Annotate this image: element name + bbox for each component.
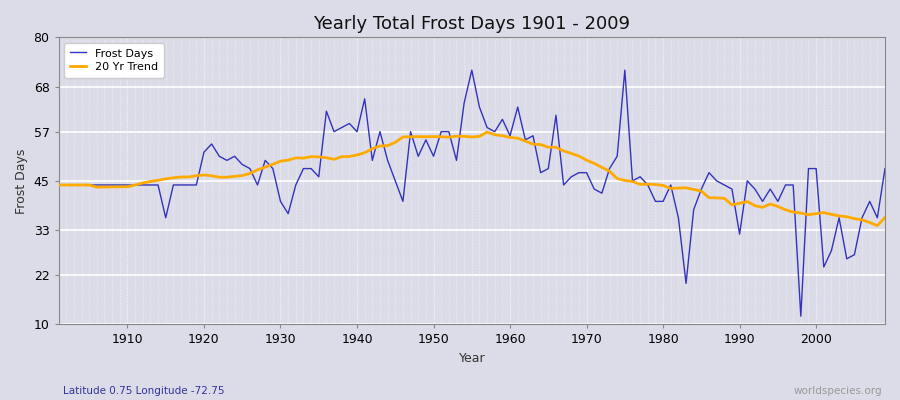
20 Yr Trend xyxy=(53,182,64,187)
Y-axis label: Frost Days: Frost Days xyxy=(15,148,28,214)
Line: 20 Yr Trend: 20 Yr Trend xyxy=(58,132,885,226)
20 Yr Trend xyxy=(482,130,492,134)
Frost Days xyxy=(879,166,890,171)
20 Yr Trend xyxy=(328,157,339,162)
Frost Days xyxy=(466,68,477,72)
Frost Days xyxy=(53,182,64,187)
20 Yr Trend xyxy=(872,223,883,228)
20 Yr Trend xyxy=(114,184,125,189)
Frost Days xyxy=(512,105,523,110)
20 Yr Trend xyxy=(879,215,890,220)
Frost Days xyxy=(604,166,615,171)
X-axis label: Year: Year xyxy=(458,352,485,365)
Frost Days xyxy=(796,314,806,319)
20 Yr Trend xyxy=(512,136,523,141)
20 Yr Trend xyxy=(505,135,516,140)
Frost Days xyxy=(283,211,293,216)
20 Yr Trend xyxy=(604,169,615,174)
Frost Days xyxy=(505,133,516,138)
Text: worldspecies.org: worldspecies.org xyxy=(794,386,882,396)
20 Yr Trend xyxy=(283,158,293,162)
Line: Frost Days: Frost Days xyxy=(58,70,885,316)
Frost Days xyxy=(328,129,339,134)
Text: Latitude 0.75 Longitude -72.75: Latitude 0.75 Longitude -72.75 xyxy=(63,386,224,396)
Legend: Frost Days, 20 Yr Trend: Frost Days, 20 Yr Trend xyxy=(64,43,164,78)
Frost Days xyxy=(114,182,125,187)
Title: Yearly Total Frost Days 1901 - 2009: Yearly Total Frost Days 1901 - 2009 xyxy=(313,15,630,33)
